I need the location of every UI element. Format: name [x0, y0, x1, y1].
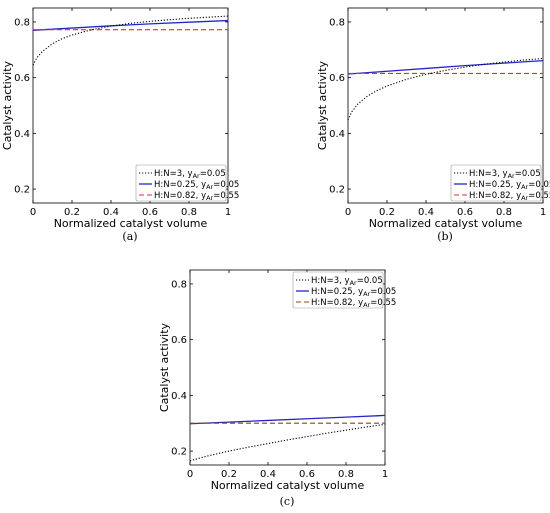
legend: H:N=3, yAr=0.05H:N=0.25, yAr=0.05H:N=0.8…: [450, 164, 550, 202]
x-tick-label: 0.4: [418, 207, 434, 218]
legend-label-sub: Ar: [521, 194, 528, 202]
legend-label-tail: =0.55: [370, 298, 396, 308]
x-tick-label: 0.6: [142, 207, 158, 218]
x-tick-label: 0.4: [103, 207, 119, 218]
legend-label-2: H:N=0.82, yAr=0.55: [311, 298, 396, 309]
series-line-1: [189, 414, 386, 425]
x-axis-label: Normalized catalyst volume: [211, 479, 365, 492]
legend: H:N=3, yAr=0.05H:N=0.25, yAr=0.05H:N=0.8…: [292, 271, 396, 309]
x-tick-label: 0: [345, 207, 351, 218]
x-tick-label: 0.2: [221, 469, 237, 480]
legend-label-0: H:N=3, yAr=0.05: [311, 276, 383, 287]
legend-label-sub: Ar: [193, 172, 200, 180]
y-tick-label: 0.8: [171, 279, 187, 290]
y-tick-label: 0.2: [171, 447, 187, 458]
y-tick-label: 0.8: [329, 17, 345, 28]
y-tick-label: 0.6: [329, 73, 345, 84]
panel-caption: (a): [122, 230, 137, 243]
legend-label-2: H:N=0.82, yAr=0.55: [154, 191, 239, 202]
legend-label-sub: Ar: [508, 172, 515, 180]
legend-label-0: H:N=3, yAr=0.05: [469, 169, 541, 180]
legend-box: [292, 271, 384, 309]
legend-label-sub: Ar: [206, 183, 213, 191]
legend-label-main: H:N=0.25, y: [154, 180, 206, 190]
y-tick-label: 0.4: [14, 129, 30, 140]
legend-label-tail: =0.05: [200, 169, 226, 179]
legend-label-tail: =0.55: [528, 191, 550, 201]
series-line-1: [347, 60, 544, 75]
legend-label-sub: Ar: [363, 290, 370, 298]
y-axis-label: Catalyst activity: [316, 60, 329, 150]
y-tick-label: 0.2: [14, 185, 30, 196]
x-tick-label: 0.6: [457, 207, 473, 218]
legend-label-sub: Ar: [363, 301, 370, 309]
series-line-0: [32, 15, 229, 66]
legend-label-2: H:N=0.82, yAr=0.55: [469, 191, 550, 202]
legend-label-main: H:N=0.82, y: [154, 191, 206, 201]
legend-label-main: H:N=3, y: [154, 169, 193, 179]
series-line-0: [347, 57, 544, 121]
x-tick-label: 0: [187, 469, 193, 480]
legend-label-main: H:N=0.25, y: [469, 180, 521, 190]
x-tick-label: 0.2: [379, 207, 395, 218]
legend-label-sub: Ar: [350, 279, 357, 287]
legend-label-main: H:N=0.82, y: [311, 298, 363, 308]
x-tick-label: 0.2: [64, 207, 80, 218]
panel-caption: (b): [437, 230, 453, 243]
series-line-0: [189, 423, 386, 462]
legend-label-sub: Ar: [206, 194, 213, 202]
legend-label-tail: =0.05: [370, 287, 396, 297]
y-axis-label: Catalyst activity: [158, 322, 171, 412]
x-tick-label: 0.8: [496, 207, 512, 218]
y-tick-label: 0.4: [171, 391, 187, 402]
x-tick-label: 0: [30, 207, 36, 218]
legend-label-1: H:N=0.25, yAr=0.05: [154, 180, 239, 191]
y-tick-label: 0.2: [329, 185, 345, 196]
series-line-1: [32, 19, 229, 31]
x-tick-label: 0.8: [338, 469, 354, 480]
x-tick-label: 0.6: [299, 469, 315, 480]
legend-label-main: H:N=3, y: [311, 276, 350, 286]
x-axis-label: Normalized catalyst volume: [369, 217, 523, 230]
legend-label-tail: =0.05: [528, 180, 550, 190]
panel-caption: (c): [280, 495, 295, 508]
x-tick-label: 0.4: [260, 469, 276, 480]
x-tick-label: 1: [540, 207, 546, 218]
legend-label-sub: Ar: [521, 183, 528, 191]
y-tick-label: 0.4: [329, 129, 345, 140]
legend-label-tail: =0.05: [357, 276, 383, 286]
x-tick-label: 1: [382, 469, 388, 480]
legend-label-tail: =0.05: [213, 180, 239, 190]
y-axis-label: Catalyst activity: [1, 60, 14, 150]
legend-label-1: H:N=0.25, yAr=0.05: [469, 180, 550, 191]
y-tick-label: 0.6: [171, 335, 187, 346]
legend-label-tail: =0.05: [515, 169, 541, 179]
legend: H:N=3, yAr=0.05H:N=0.25, yAr=0.05H:N=0.8…: [135, 164, 239, 202]
x-tick-label: 0.8: [181, 207, 197, 218]
legend-label-main: H:N=0.82, y: [469, 191, 521, 201]
y-tick-label: 0.6: [14, 73, 30, 84]
legend-box: [135, 164, 227, 202]
legend-box: [450, 164, 542, 202]
legend-label-tail: =0.55: [213, 191, 239, 201]
y-tick-label: 0.8: [14, 17, 30, 28]
legend-label-1: H:N=0.25, yAr=0.05: [311, 287, 396, 298]
x-axis-label: Normalized catalyst volume: [54, 217, 208, 230]
legend-label-0: H:N=3, yAr=0.05: [154, 169, 226, 180]
legend-label-main: H:N=3, y: [469, 169, 508, 179]
legend-label-main: H:N=0.25, y: [311, 287, 363, 297]
x-tick-label: 1: [225, 207, 231, 218]
